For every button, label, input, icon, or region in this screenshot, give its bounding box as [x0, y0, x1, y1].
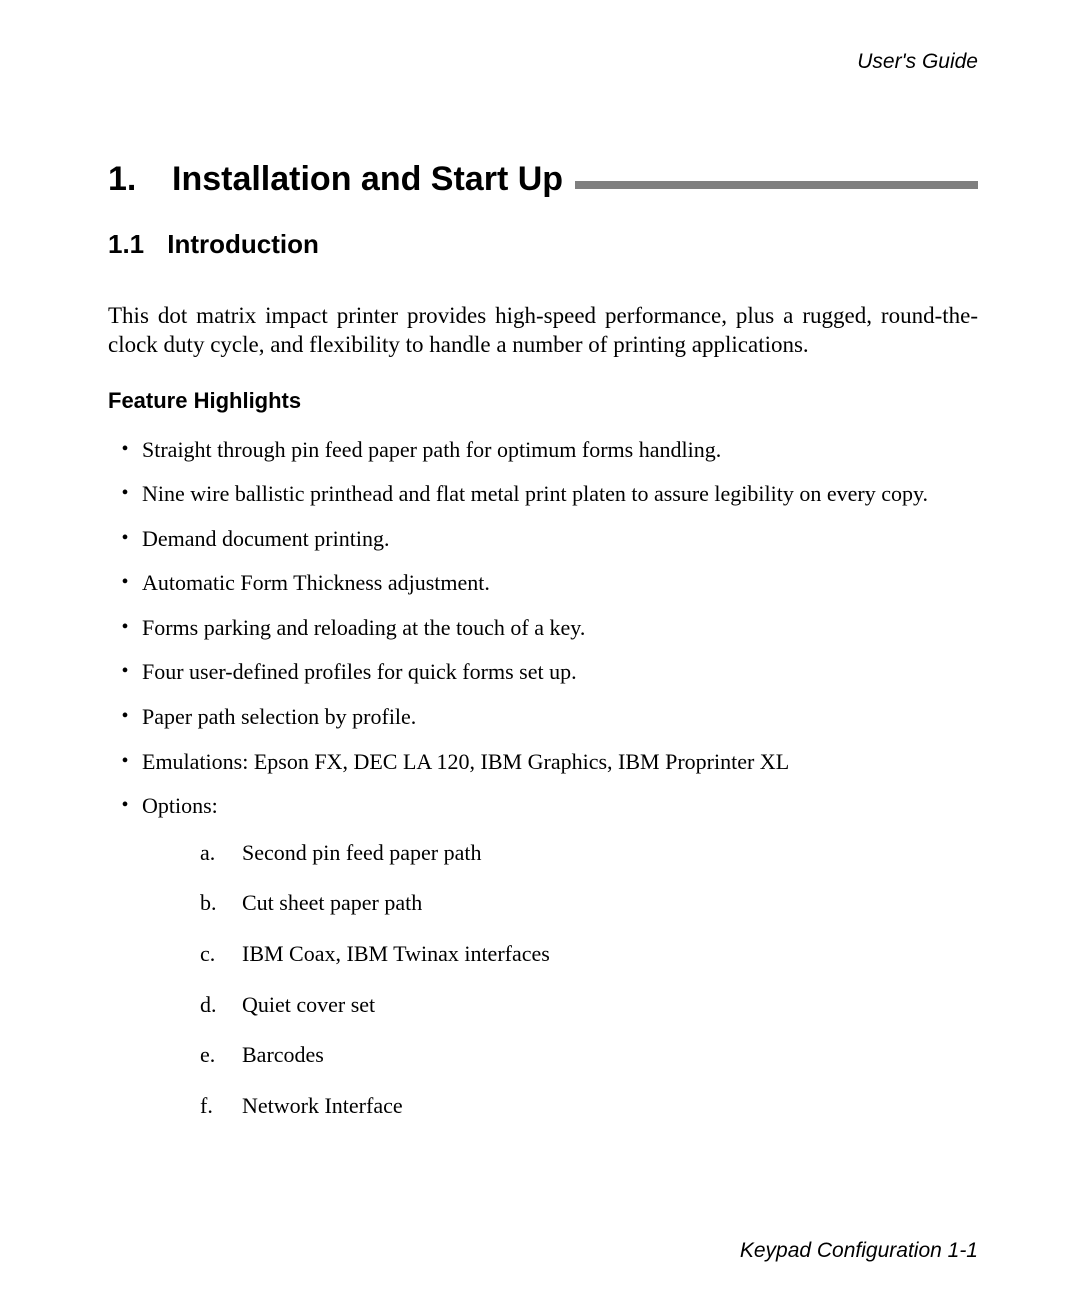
list-item: • Paper path selection by profile.	[108, 703, 978, 732]
list-item: • Demand document printing.	[108, 525, 978, 554]
options-list-item: c. IBM Coax, IBM Twinax interfaces	[200, 940, 978, 969]
list-item-text: Automatic Form Thickness adjustment.	[142, 569, 978, 598]
list-item: • Straight through pin feed paper path f…	[108, 436, 978, 465]
list-item: • Nine wire ballistic printhead and flat…	[108, 480, 978, 509]
bullet-icon: •	[108, 525, 142, 551]
list-item-text: Emulations: Epson FX, DEC LA 120, IBM Gr…	[142, 748, 978, 777]
list-item-text: Options: a. Second pin feed paper path b…	[142, 792, 978, 1142]
chapter-rule	[575, 181, 978, 189]
section-title: Introduction	[167, 229, 319, 259]
bullet-icon: •	[108, 703, 142, 729]
option-letter: c.	[200, 940, 242, 969]
list-item-text: Paper path selection by profile.	[142, 703, 978, 732]
subsection-heading: Feature Highlights	[108, 388, 978, 414]
options-list-item: b. Cut sheet paper path	[200, 889, 978, 918]
list-item-text: Forms parking and reloading at the touch…	[142, 614, 978, 643]
option-letter: d.	[200, 991, 242, 1020]
option-text: Cut sheet paper path	[242, 889, 978, 918]
option-letter: f.	[200, 1092, 242, 1121]
options-list-item: f. Network Interface	[200, 1092, 978, 1121]
option-letter: b.	[200, 889, 242, 918]
page-header-right: User's Guide	[108, 50, 978, 74]
bullet-icon: •	[108, 614, 142, 640]
list-item-text: Nine wire ballistic printhead and flat m…	[142, 480, 978, 509]
page-footer-right: Keypad Configuration 1-1	[740, 1239, 978, 1263]
option-text: Barcodes	[242, 1041, 978, 1070]
options-list: a. Second pin feed paper path b. Cut she…	[142, 839, 978, 1121]
bullet-icon: •	[108, 658, 142, 684]
option-letter: e.	[200, 1041, 242, 1070]
section-number: 1.1	[108, 229, 160, 260]
options-label: Options:	[142, 793, 218, 818]
bullet-icon: •	[108, 748, 142, 774]
option-letter: a.	[200, 839, 242, 868]
list-item: • Forms parking and reloading at the tou…	[108, 614, 978, 643]
list-item-text: Four user-defined profiles for quick for…	[142, 658, 978, 687]
list-item: • Four user-defined profiles for quick f…	[108, 658, 978, 687]
list-item: • Options: a. Second pin feed paper path…	[108, 792, 978, 1142]
bullet-icon: •	[108, 569, 142, 595]
options-list-item: e. Barcodes	[200, 1041, 978, 1070]
option-text: Second pin feed paper path	[242, 839, 978, 868]
list-item-text: Straight through pin feed paper path for…	[142, 436, 978, 465]
section-heading: 1.1 Introduction	[108, 229, 978, 260]
option-text: Network Interface	[242, 1092, 978, 1121]
list-item: • Emulations: Epson FX, DEC LA 120, IBM …	[108, 748, 978, 777]
chapter-heading: 1. Installation and Start Up	[108, 160, 978, 199]
options-list-item: d. Quiet cover set	[200, 991, 978, 1020]
list-item: • Automatic Form Thickness adjustment.	[108, 569, 978, 598]
option-text: IBM Coax, IBM Twinax interfaces	[242, 940, 978, 969]
chapter-title: Installation and Start Up	[172, 160, 563, 199]
intro-paragraph: This dot matrix impact printer provides …	[108, 302, 978, 360]
list-item-text: Demand document printing.	[142, 525, 978, 554]
options-list-item: a. Second pin feed paper path	[200, 839, 978, 868]
chapter-number: 1.	[108, 160, 172, 199]
feature-list: • Straight through pin feed paper path f…	[108, 436, 978, 1143]
bullet-icon: •	[108, 792, 142, 818]
option-text: Quiet cover set	[242, 991, 978, 1020]
bullet-icon: •	[108, 436, 142, 462]
bullet-icon: •	[108, 480, 142, 506]
